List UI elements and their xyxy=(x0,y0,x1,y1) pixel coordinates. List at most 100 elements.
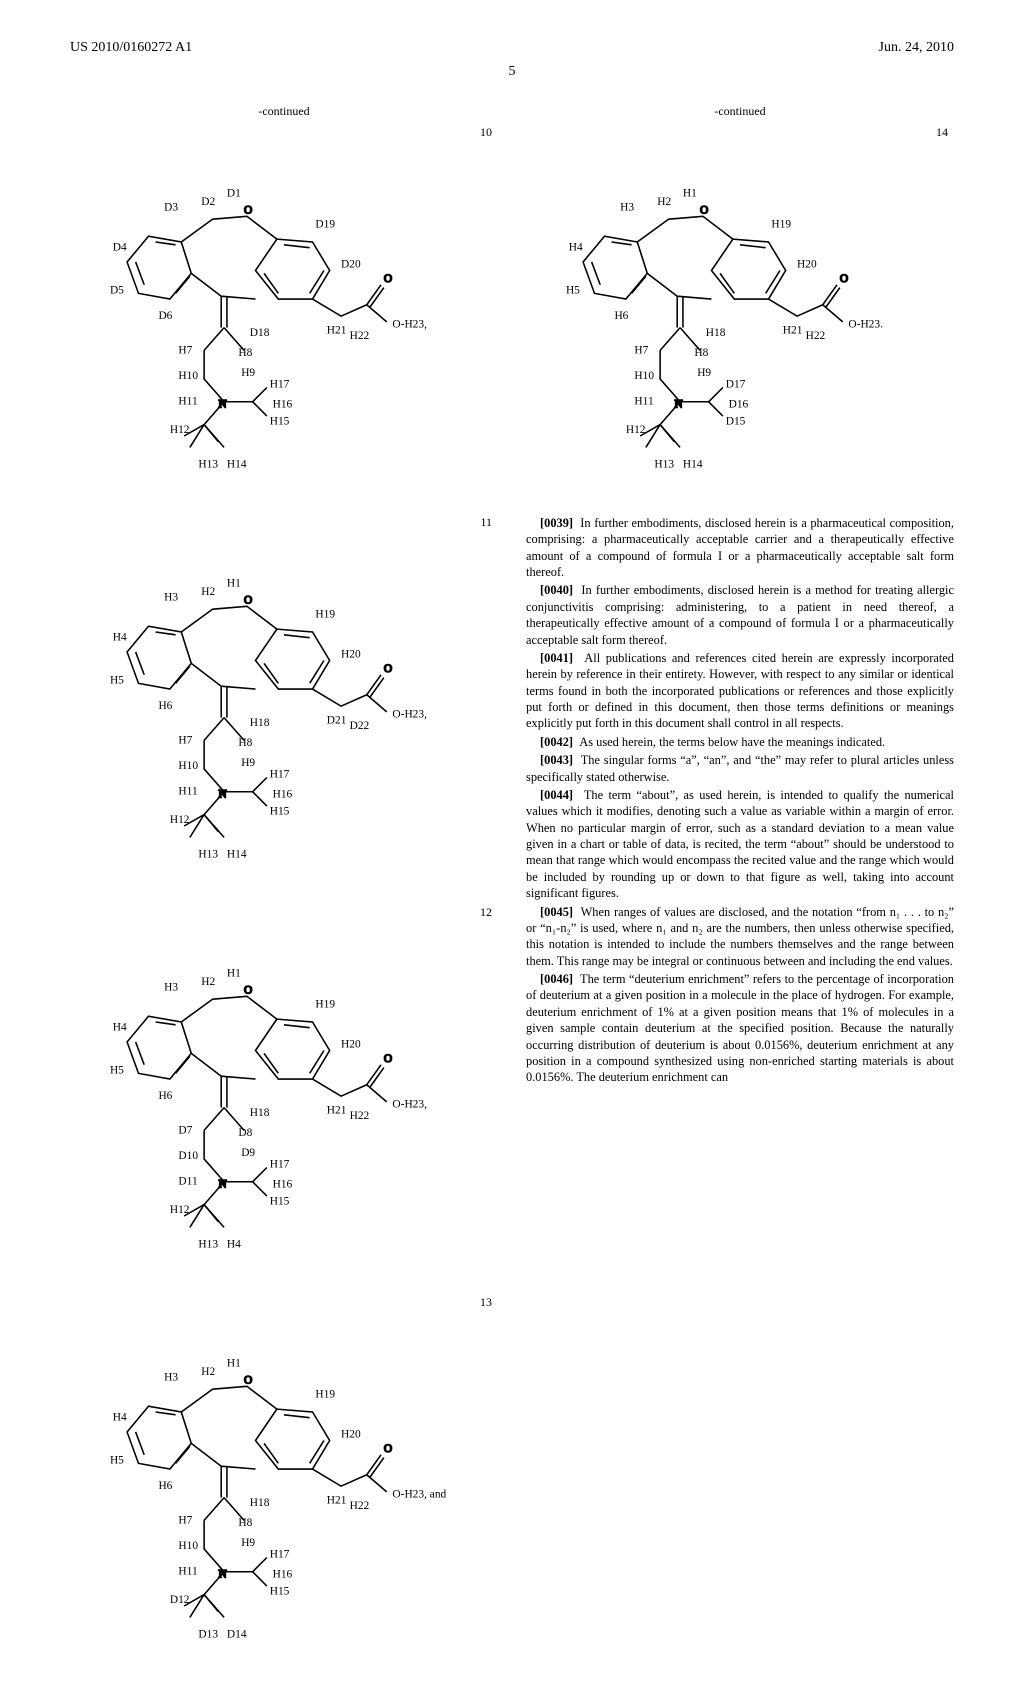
svg-text:D5: D5 xyxy=(110,284,124,296)
svg-text:H22: H22 xyxy=(350,1500,370,1512)
svg-text:H2: H2 xyxy=(201,976,215,988)
para-text: In further embodiments, disclosed herein… xyxy=(526,516,954,579)
svg-text:H6: H6 xyxy=(158,1090,172,1102)
svg-text:O-H23.: O-H23. xyxy=(848,319,883,331)
svg-text:D15: D15 xyxy=(726,416,746,428)
svg-text:H14: H14 xyxy=(227,848,247,860)
svg-text:H13: H13 xyxy=(654,458,674,470)
svg-text:H16: H16 xyxy=(273,788,293,800)
svg-text:H16: H16 xyxy=(273,1568,293,1580)
svg-text:N: N xyxy=(218,1178,226,1190)
svg-text:H15: H15 xyxy=(270,806,290,818)
svg-text:H15: H15 xyxy=(270,416,290,428)
svg-text:D16: D16 xyxy=(729,398,749,410)
paragraph-0044: [0044] The term “about”, as used herein,… xyxy=(526,787,954,902)
svg-text:D17: D17 xyxy=(726,378,746,390)
svg-text:O: O xyxy=(244,1374,252,1386)
svg-text:H10: H10 xyxy=(634,370,654,382)
svg-text:H15: H15 xyxy=(270,1585,290,1597)
para-number: [0041] xyxy=(540,651,573,665)
svg-text:D4: D4 xyxy=(113,242,127,254)
svg-text:H19: H19 xyxy=(315,1388,335,1400)
svg-text:H1: H1 xyxy=(227,1357,241,1369)
svg-text:H18: H18 xyxy=(250,717,270,729)
svg-text:H13: H13 xyxy=(198,458,218,470)
svg-text:H20: H20 xyxy=(341,1039,361,1051)
svg-text:H21: H21 xyxy=(327,324,347,336)
svg-text:H18: H18 xyxy=(706,327,726,339)
svg-text:H12: H12 xyxy=(170,1204,190,1216)
paragraph-0041: [0041] All publications and references c… xyxy=(526,650,954,732)
molecule-svg: O N O H3 H4 H5 H6 xyxy=(526,125,954,496)
svg-text:O-H23,: O-H23, xyxy=(392,319,427,331)
molecule-svg: O N O xyxy=(70,125,498,496)
svg-text:H12: H12 xyxy=(626,424,646,436)
svg-text:D6: D6 xyxy=(158,310,172,322)
svg-text:H1: H1 xyxy=(227,577,241,589)
svg-text:H19: H19 xyxy=(771,219,791,231)
svg-text:D12: D12 xyxy=(170,1594,190,1606)
svg-text:D18: D18 xyxy=(250,327,270,339)
para-text: The singular forms “a”, “an”, and “the” … xyxy=(526,753,954,783)
svg-text:O: O xyxy=(244,594,252,606)
svg-text:H12: H12 xyxy=(170,814,190,826)
svg-text:H5: H5 xyxy=(110,1064,124,1076)
svg-text:H10: H10 xyxy=(178,760,198,772)
svg-text:H1: H1 xyxy=(683,187,697,199)
svg-text:O-H23, and: O-H23, and xyxy=(392,1488,446,1500)
svg-text:H17: H17 xyxy=(270,1158,290,1170)
svg-text:O: O xyxy=(840,273,848,285)
para-text: All publications and references cited he… xyxy=(526,651,954,731)
svg-text:H12: H12 xyxy=(170,424,190,436)
svg-text:H4: H4 xyxy=(113,1411,127,1423)
svg-text:H17: H17 xyxy=(270,378,290,390)
svg-text:O: O xyxy=(244,204,252,216)
structure-number: 12 xyxy=(480,905,492,920)
svg-text:H21: H21 xyxy=(327,1494,347,1506)
right-column: -continued 14 O xyxy=(526,104,954,1685)
svg-text:H20: H20 xyxy=(341,1428,361,1440)
chemical-structure-14: 14 O N xyxy=(526,125,954,501)
svg-text:H6: H6 xyxy=(614,310,628,322)
svg-text:O-H23,: O-H23, xyxy=(392,1098,427,1110)
paragraph-0042: [0042] As used herein, the terms below h… xyxy=(526,734,954,750)
svg-text:D22: D22 xyxy=(350,720,370,732)
publication-number: US 2010/0160272 A1 xyxy=(70,40,192,56)
svg-text:O: O xyxy=(700,204,708,216)
svg-text:H8: H8 xyxy=(238,1517,252,1529)
paragraph-0043: [0043] The singular forms “a”, “an”, and… xyxy=(526,752,954,785)
svg-text:H5: H5 xyxy=(566,284,580,296)
page-header: US 2010/0160272 A1 Jun. 24, 2010 xyxy=(70,40,954,56)
para-number: [0042] xyxy=(540,735,573,749)
svg-text:O: O xyxy=(384,273,392,285)
svg-text:H4: H4 xyxy=(227,1238,241,1250)
svg-text:N: N xyxy=(218,398,226,410)
svg-text:H2: H2 xyxy=(201,1366,215,1378)
svg-text:D14: D14 xyxy=(227,1628,247,1640)
svg-text:D9: D9 xyxy=(241,1147,255,1159)
para-text: In further embodiments, disclosed herein… xyxy=(526,583,954,646)
para-text: The term “about”, as used herein, is int… xyxy=(526,788,954,900)
paragraph-0046: [0046] The term “deuterium enrichment” r… xyxy=(526,971,954,1086)
svg-text:H21: H21 xyxy=(783,324,803,336)
svg-text:H11: H11 xyxy=(634,396,654,408)
svg-text:H3: H3 xyxy=(620,202,634,214)
para-text: When ranges of values are disclosed, and… xyxy=(526,905,954,968)
svg-text:H15: H15 xyxy=(270,1195,290,1207)
svg-text:H22: H22 xyxy=(350,330,370,342)
svg-text:H10: H10 xyxy=(178,370,198,382)
svg-text:H18: H18 xyxy=(250,1107,270,1119)
svg-text:H8: H8 xyxy=(238,347,252,359)
svg-text:H20: H20 xyxy=(341,649,361,661)
svg-text:H3: H3 xyxy=(164,981,178,993)
structure-number: 14 xyxy=(936,125,948,140)
svg-text:D8: D8 xyxy=(238,1127,252,1139)
structure-number: 11 xyxy=(480,515,492,530)
svg-text:H7: H7 xyxy=(178,344,192,356)
svg-text:H16: H16 xyxy=(273,398,293,410)
svg-text:H9: H9 xyxy=(241,1537,255,1549)
chemical-structure-11: 11 O N xyxy=(70,515,498,891)
svg-text:D10: D10 xyxy=(178,1150,198,1162)
chemical-structure-10: 10 O xyxy=(70,125,498,501)
svg-text:H17: H17 xyxy=(270,768,290,780)
